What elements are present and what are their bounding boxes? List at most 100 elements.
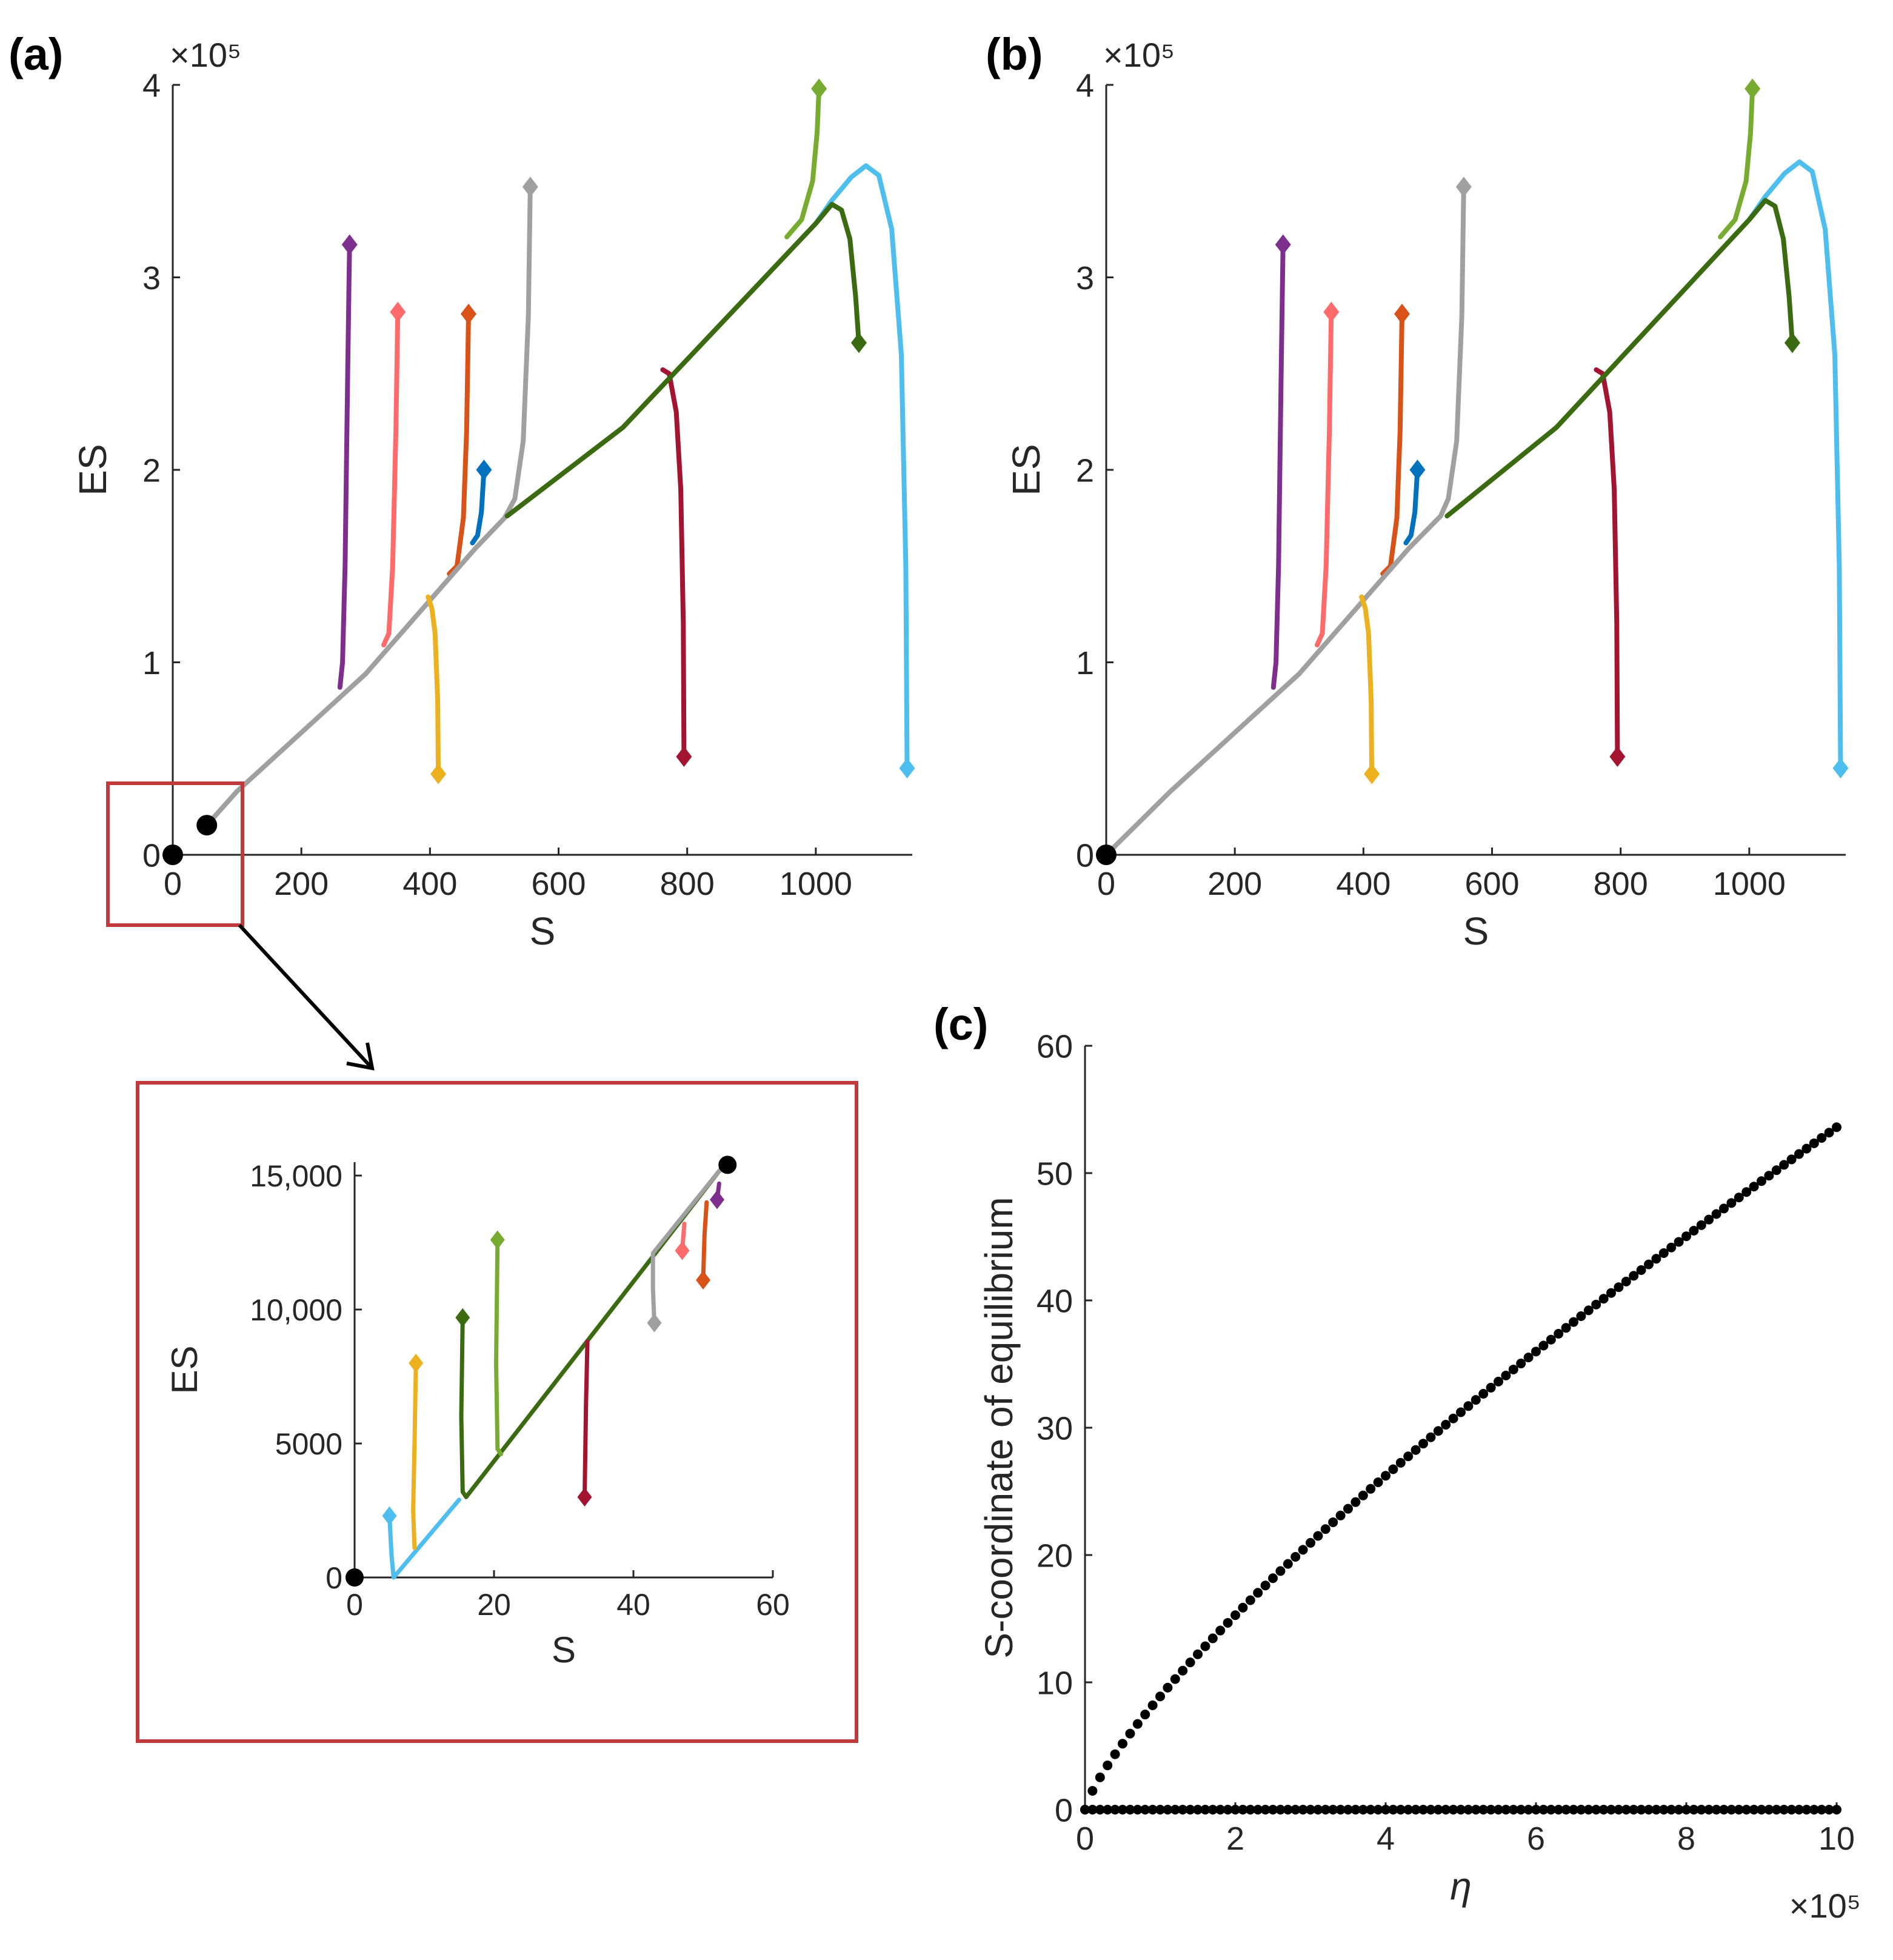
equilibrium-point-zero [1418, 1805, 1428, 1815]
equilibrium-point-zero [1193, 1805, 1203, 1815]
equilibrium-point-upper [1598, 1294, 1609, 1304]
equilibrium-point-zero [1561, 1805, 1571, 1815]
start-marker-orange [696, 1270, 710, 1290]
trajectory-gray [204, 184, 533, 828]
y-axis-label: ES [1004, 444, 1048, 495]
start-marker-blue [1409, 460, 1426, 480]
x-tick-label: 400 [402, 866, 457, 902]
start-marker-salmon [390, 301, 406, 323]
equilibrium-point-upper [1757, 1176, 1766, 1186]
equilibrium-point-upper [1433, 1426, 1443, 1436]
zoom-arrow [238, 923, 373, 1069]
equilibrium-point-upper [1779, 1160, 1789, 1170]
y-tick-label: 60 [1037, 1028, 1073, 1065]
y-tick-label: 5000 [275, 1427, 342, 1461]
equilibrium-point [1096, 845, 1117, 865]
start-marker-lightgreen [490, 1230, 505, 1249]
equilibrium-point-upper [1103, 1760, 1113, 1770]
equilibrium-point-upper [1674, 1237, 1684, 1247]
equilibrium-point-zero [1801, 1805, 1812, 1815]
zoom-arrowhead [346, 1042, 375, 1071]
equilibrium-point-upper [1260, 1580, 1270, 1591]
equilibrium-point-zero [1591, 1805, 1601, 1815]
equilibrium-point-zero [1786, 1805, 1797, 1815]
y-tick-label: 0 [1055, 1792, 1073, 1828]
equilibrium-point-zero [1779, 1805, 1789, 1815]
y-tick-label: 40 [1037, 1283, 1073, 1319]
equilibrium-point-upper [1734, 1192, 1744, 1203]
equilibrium-point-upper [1824, 1128, 1834, 1138]
equilibrium-point-upper [1132, 1719, 1143, 1729]
y-tick-label: 4 [142, 67, 161, 104]
equilibrium-point-zero [1456, 1805, 1466, 1815]
equilibrium-point-zero [1674, 1805, 1684, 1815]
chart-inset-zoom: 0 20 40 60 0 5000 10,000 15,000 S ES [164, 1156, 790, 1670]
equilibrium-point-zero [1358, 1805, 1368, 1815]
equilibrium-point-upper [1786, 1154, 1797, 1165]
equilibrium-point-upper [1531, 1346, 1541, 1357]
equilibrium-point-upper [1170, 1674, 1180, 1684]
equilibrium-point-upper [1741, 1187, 1752, 1197]
y-axis-label: ES [71, 444, 115, 495]
equilibrium-point-zero [1125, 1805, 1135, 1815]
zoom-region-box [106, 781, 244, 927]
start-marker-gray [522, 176, 538, 198]
start-marker-skyblue [899, 758, 915, 779]
equilibrium-point-upper [1471, 1395, 1481, 1405]
equilibrium-point-zero [1290, 1805, 1301, 1815]
equilibrium-point-upper [1614, 1282, 1624, 1293]
trajectory-lightgreen [784, 86, 822, 239]
x-tick-label: 40 [616, 1588, 650, 1622]
equilibrium-point-zero [1554, 1805, 1564, 1815]
equilibrium-point-zero [1666, 1805, 1677, 1815]
equilibrium-point-zero [1614, 1805, 1624, 1815]
equilibrium-point-zero [1381, 1805, 1391, 1815]
x-tick-label: 600 [531, 866, 586, 902]
equilibrium-point-zero [1373, 1805, 1383, 1815]
equilibrium-point-zero [1621, 1805, 1631, 1815]
start-marker-yellow [1364, 763, 1380, 784]
equilibrium-point-upper [1313, 1531, 1323, 1541]
equilibrium-point-zero [1395, 1805, 1406, 1815]
start-marker-lightgreen [811, 78, 827, 99]
start-marker-lightgreen [1744, 78, 1761, 99]
equilibrium-point-upper [1215, 1625, 1226, 1636]
equilibrium-point-upper [1147, 1700, 1158, 1710]
equilibrium-point-upper [1583, 1305, 1594, 1316]
start-marker-yellow [409, 1353, 424, 1373]
equilibrium-point-zero [1283, 1805, 1293, 1815]
equilibrium-point-zero [1178, 1805, 1188, 1815]
trajectory-lightgreen [494, 1237, 503, 1457]
equilibrium-point-zero [1734, 1805, 1744, 1815]
equilibrium-point-upper [1155, 1691, 1165, 1702]
equilibrium-point-upper [1350, 1497, 1361, 1507]
equilibrium-point-zero [1629, 1805, 1639, 1815]
equilibrium-point-zero [1223, 1805, 1233, 1815]
equilibrium-point-zero [1501, 1805, 1511, 1815]
start-marker-blue [476, 460, 492, 480]
trajectory-orange [701, 1200, 709, 1282]
equilibrium-point-upper [1689, 1226, 1699, 1236]
equilibrium-point-zero [1087, 1805, 1098, 1815]
start-marker-darkgreen [850, 332, 867, 353]
equilibrium-point-zero [1704, 1805, 1714, 1815]
equilibrium-point-zero [1298, 1805, 1308, 1815]
equilibrium-point-upper [1328, 1517, 1338, 1527]
equilibrium-point-upper [1185, 1657, 1195, 1668]
equilibrium-point-upper [1681, 1231, 1691, 1242]
y-tick-label: 3 [142, 260, 161, 296]
trajectory-crimson [583, 1339, 590, 1499]
equilibrium-point-zero [1448, 1805, 1458, 1815]
y-tick-label: 2 [1076, 452, 1094, 489]
equilibrium-point-upper [1576, 1311, 1586, 1321]
start-marker-orange [461, 303, 476, 324]
equilibrium-point-upper [1366, 1483, 1376, 1494]
x-axis-label: S [530, 909, 556, 953]
equilibrium-point-upper [1538, 1340, 1549, 1351]
x-axis-label: η [1450, 1864, 1472, 1908]
equilibrium-point-zero [1118, 1805, 1127, 1815]
equilibrium-point-zero [1230, 1805, 1240, 1815]
equilibrium-point-upper [1411, 1445, 1421, 1455]
equilibrium-point-zero [1207, 1805, 1218, 1815]
trajectory-skyblue [1746, 159, 1843, 771]
